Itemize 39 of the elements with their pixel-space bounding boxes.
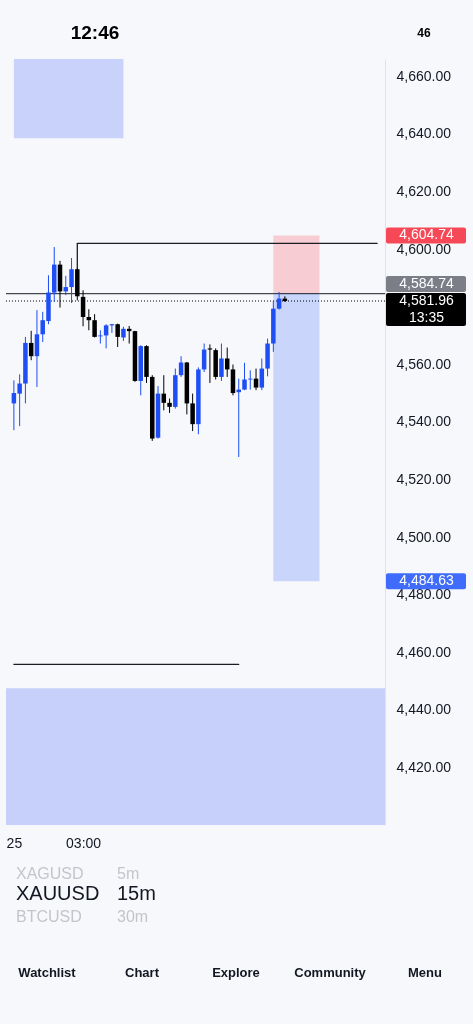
text: 4,484.63 — [399, 572, 454, 589]
text: Explore — [212, 965, 260, 980]
y-tick-label: 4,660.00 — [396, 67, 452, 84]
x-tick-label: 03:00 — [66, 834, 102, 851]
ref-line-label: 4,581.96 — [399, 292, 454, 309]
text: Chart — [125, 965, 160, 980]
candlestick — [230, 364, 236, 396]
text: Community — [294, 965, 367, 980]
y-tick-label: 4,620.00 — [396, 182, 452, 199]
text: XAUUSD — [16, 882, 100, 904]
y-tick-label: 4,640.00 — [396, 125, 452, 142]
y-tick-label: 4,560.00 — [396, 355, 452, 372]
y-tick-label: 4,520.00 — [396, 470, 452, 487]
candlestick — [219, 343, 224, 382]
y-tick-label: 4,460.00 — [396, 643, 452, 660]
text: 13:35 — [408, 309, 445, 326]
candlestick — [69, 257, 74, 304]
text: 4,604.74 — [399, 226, 454, 243]
text: 15m — [117, 882, 156, 904]
y-tick-label: 4,480.00 — [396, 586, 452, 603]
candlestick — [248, 369, 253, 391]
text: Menu — [408, 965, 443, 980]
text: 4,584.74 — [399, 275, 454, 292]
text: 12:46 — [70, 22, 120, 43]
y-tick-label: 4,500.00 — [396, 528, 452, 545]
y-tick-label: 4,440.00 — [396, 701, 452, 718]
candlestick — [98, 329, 103, 345]
candlestick — [253, 368, 259, 391]
candlestick — [34, 309, 40, 388]
candlestick — [224, 347, 230, 378]
text: 46 — [417, 26, 431, 40]
y-tick-label: 4,540.00 — [396, 413, 452, 430]
candlestick — [242, 362, 247, 391]
text: Watchlist — [18, 965, 77, 980]
y-tick-label: 4,420.00 — [396, 758, 452, 775]
x-tick-label: 25 — [6, 834, 23, 851]
candlestick — [207, 343, 213, 384]
candlestick — [190, 393, 195, 432]
y-tick-label: 4,600.00 — [396, 240, 452, 257]
